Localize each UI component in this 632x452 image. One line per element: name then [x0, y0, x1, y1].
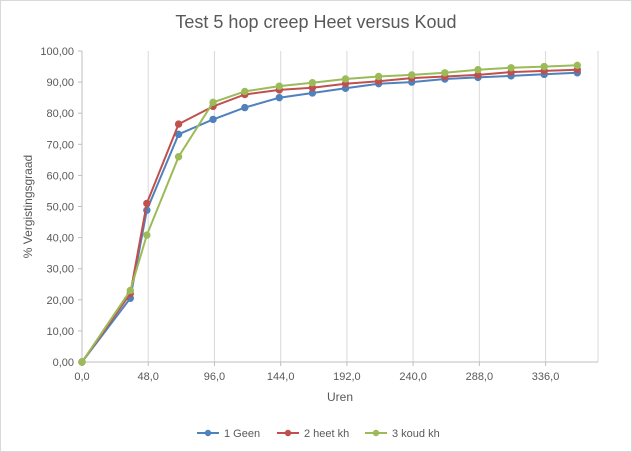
data-point — [241, 87, 249, 96]
data-point — [143, 231, 151, 239]
data-point — [308, 79, 317, 87]
legend-item: 2 heet kh — [277, 428, 349, 440]
y-tick-label: 20,00 — [46, 295, 74, 307]
y-tick-label: 40,00 — [46, 233, 74, 245]
series-3 — [78, 61, 582, 366]
data-point — [573, 61, 582, 70]
y-tick-label: 80,00 — [46, 108, 74, 120]
axes — [78, 50, 598, 366]
data-point — [275, 82, 283, 90]
series — [78, 61, 582, 366]
x-tick-label: 240,0 — [399, 371, 427, 383]
y-tick-label: 90,00 — [46, 77, 74, 89]
data-point — [209, 98, 217, 107]
data-point — [474, 65, 482, 74]
legend-item: 3 koud kh — [365, 428, 440, 440]
data-point — [441, 69, 449, 77]
legend-swatch-marker — [284, 429, 292, 437]
data-point — [507, 64, 515, 72]
x-tick-label: 48,0 — [138, 371, 159, 383]
x-tick-label: 0,0 — [74, 371, 89, 383]
y-tick-label: 0,00 — [53, 357, 74, 369]
series-line — [81, 71, 578, 363]
y-axis-title: % Vergistingsgraad — [21, 155, 35, 258]
y-tick-label: 70,00 — [46, 139, 74, 151]
y-tick-label: 10,00 — [46, 326, 74, 338]
data-point — [143, 199, 151, 208]
data-point — [341, 75, 350, 83]
data-point — [408, 71, 416, 79]
data-point — [174, 120, 183, 128]
legend-label: 2 heet kh — [304, 428, 349, 440]
y-tick-label: 50,00 — [46, 202, 74, 214]
data-point — [126, 286, 134, 295]
x-axis-title: Uren — [327, 390, 353, 404]
chart-title: Test 5 hop creep Heet versus Koud — [175, 12, 457, 32]
series-line — [81, 68, 578, 363]
tick-labels: 0,00 10,00 20,00 30,00 40,00 50,00 60,00 70,00 8… — [40, 46, 559, 383]
data-point — [209, 115, 217, 124]
legend: 1 Geen 2 heet kh 3 koud kh — [197, 428, 440, 440]
data-point — [275, 93, 283, 102]
legend-swatch-marker — [372, 429, 380, 437]
x-tick-label: 144,0 — [267, 371, 295, 383]
series-line — [81, 64, 578, 363]
x-tick-label: 96,0 — [204, 371, 225, 383]
x-tick-label: 288,0 — [466, 371, 494, 383]
data-point — [540, 62, 548, 71]
legend-label: 1 Geen — [224, 428, 260, 440]
data-point — [374, 72, 383, 81]
legend-label: 3 koud kh — [392, 428, 440, 440]
data-point — [78, 358, 86, 366]
gridlines — [147, 51, 599, 362]
legend-swatch-marker — [204, 429, 212, 437]
legend-item: 1 Geen — [197, 428, 260, 440]
data-point — [174, 153, 183, 161]
y-tick-label: 100,00 — [40, 46, 74, 58]
x-tick-label: 336,0 — [532, 371, 560, 383]
y-tick-label: 60,00 — [46, 170, 74, 182]
x-tick-label: 192,0 — [333, 371, 361, 383]
y-tick-label: 30,00 — [46, 264, 74, 276]
data-point — [241, 103, 249, 112]
